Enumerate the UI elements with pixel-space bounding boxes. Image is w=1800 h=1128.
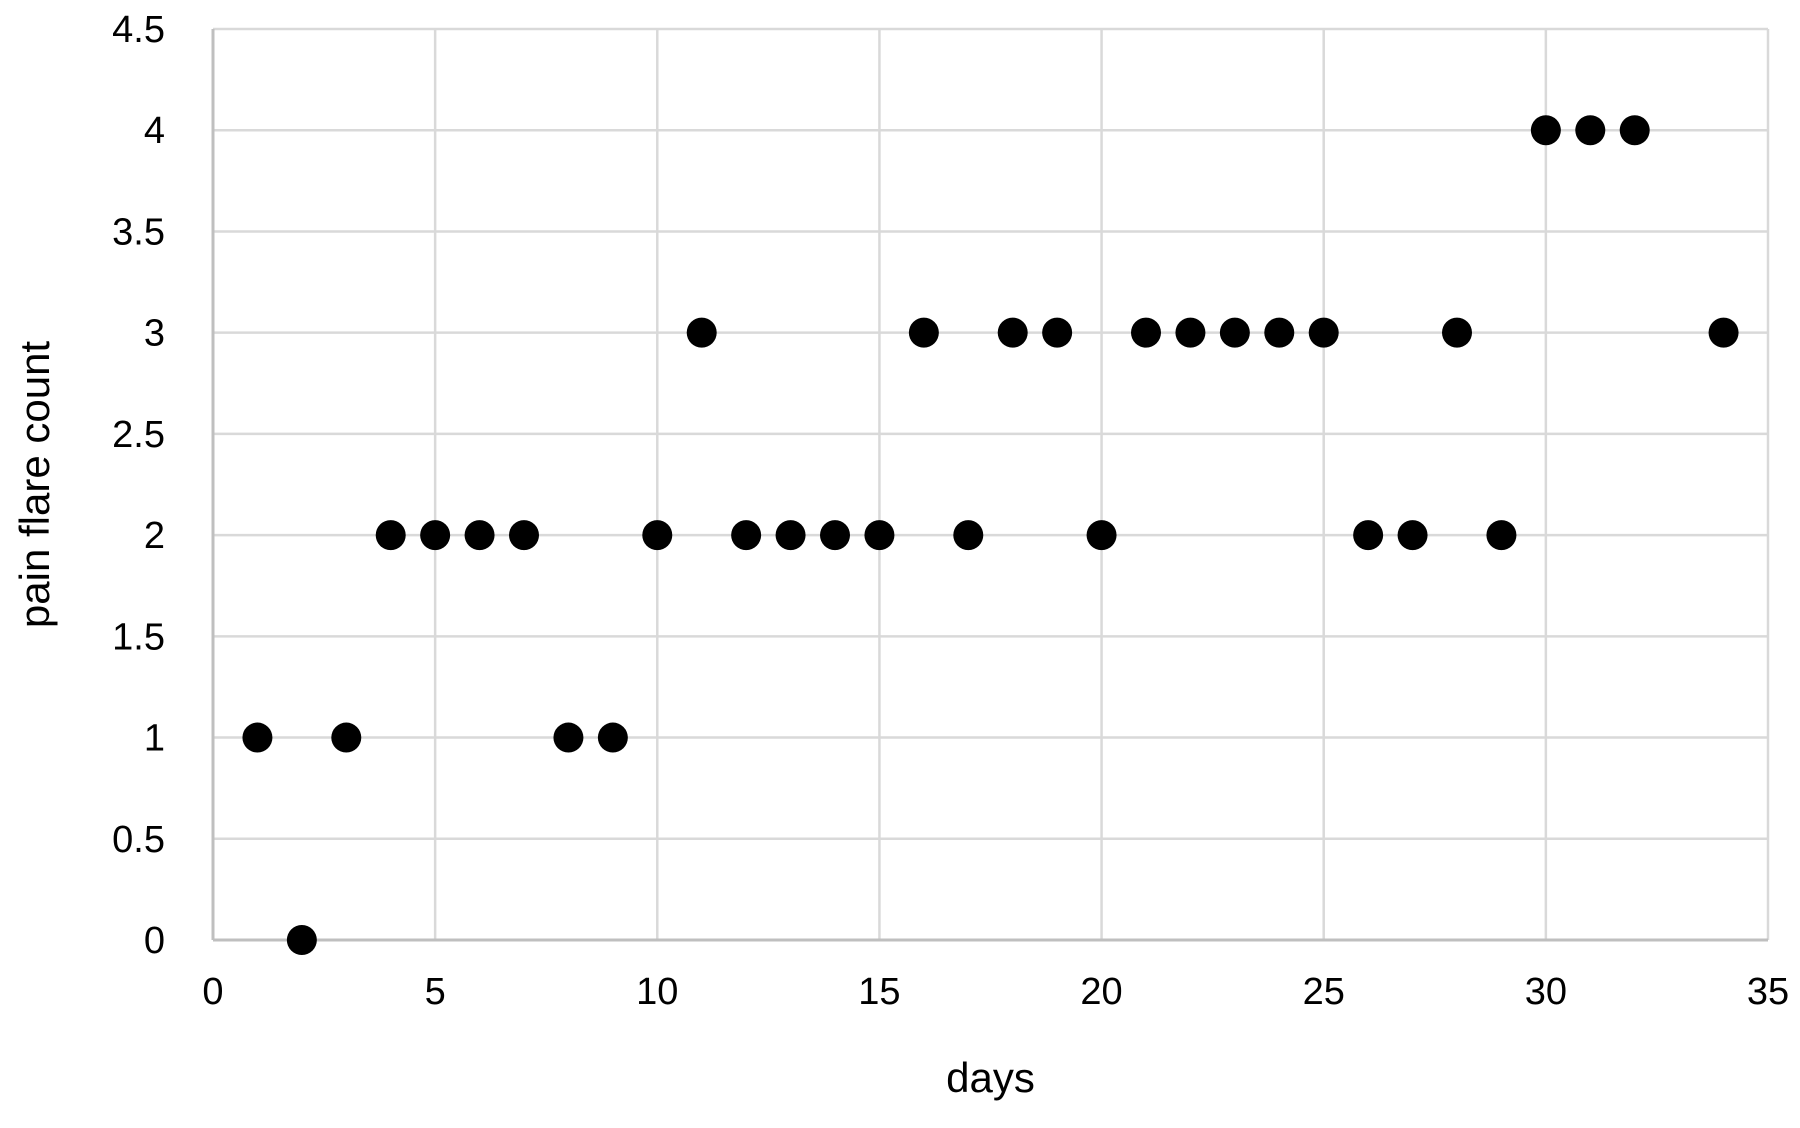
data-point [1308,317,1339,348]
y-tick-label: 2 [144,515,165,557]
data-point [286,925,317,955]
data-point [420,520,451,551]
data-point [908,317,939,348]
data-point [686,317,717,348]
data-point [642,520,673,551]
data-point [953,520,984,551]
data-point [997,317,1028,348]
data-point [1042,317,1073,348]
data-point [375,520,406,551]
y-tick-label: 3 [144,313,165,355]
data-point [1619,115,1650,146]
data-point [331,722,362,753]
data-point [1175,317,1206,348]
x-tick-label: 0 [202,971,223,1013]
y-tick-labels: 0 0.5 1 1.5 2 2.5 3 3.5 4 4.5 [112,9,165,962]
data-point [1219,317,1250,348]
data-point [1486,520,1517,551]
data-point [820,520,850,551]
data-point [553,722,584,753]
data-point [1575,115,1606,146]
x-tick-labels: 0 5 10 15 20 25 30 35 [202,971,1789,1013]
data-point [1131,317,1161,348]
x-tick-label: 20 [1080,971,1122,1013]
data-point [1397,520,1428,551]
data-point [1353,520,1384,551]
x-tick-label: 5 [425,971,446,1013]
grid [213,27,1770,940]
x-tick-label: 15 [858,971,900,1013]
data-point [864,520,895,551]
data-point [464,520,495,551]
y-tick-label: 0.5 [112,819,165,861]
x-axis-title: days [946,1054,1035,1101]
data-point [775,520,806,551]
data-point [1530,115,1561,146]
data-point [731,520,762,551]
y-tick-label: 3.5 [112,211,165,253]
x-tick-label: 10 [636,971,678,1013]
x-tick-label: 25 [1303,971,1345,1013]
data-point [242,722,273,753]
y-tick-label: 2.5 [112,414,165,456]
data-point [1708,317,1739,348]
data-point [509,520,539,551]
axes [211,29,1768,942]
x-tick-label: 35 [1747,971,1789,1013]
y-tick-label: 1.5 [112,616,165,658]
y-tick-label: 4.5 [112,9,165,51]
y-tick-label: 0 [144,920,165,962]
y-tick-label: 4 [144,110,165,152]
data-point [1442,317,1472,348]
y-axis-title: pain flare count [11,341,58,629]
data-points [242,115,1739,955]
data-point [597,722,628,753]
x-tick-label: 30 [1525,971,1567,1013]
data-point [1086,520,1117,551]
y-tick-label: 1 [144,718,165,760]
data-point [1264,317,1295,348]
